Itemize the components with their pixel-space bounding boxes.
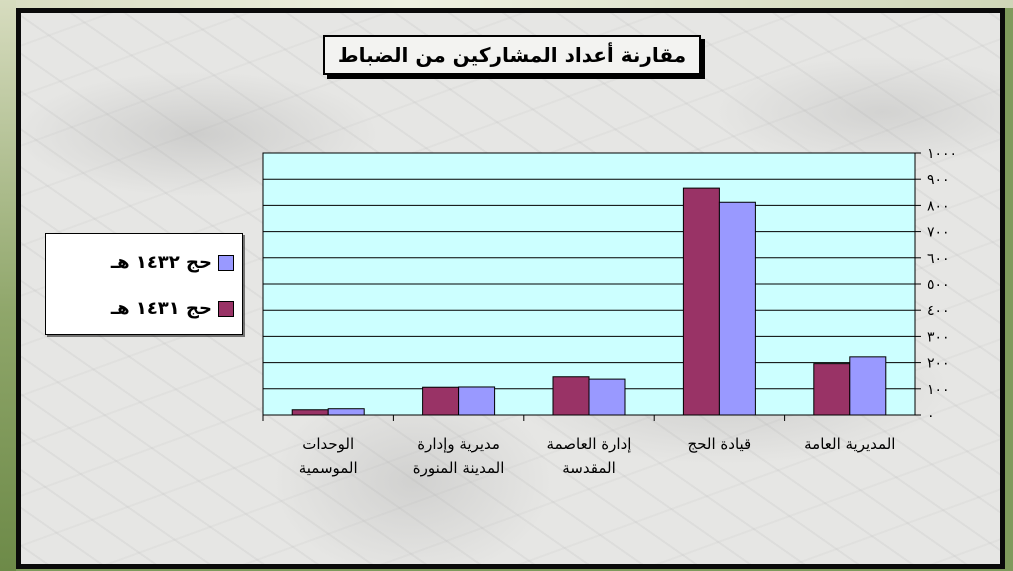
chart-title: مقارنة أعداد المشاركين من الضباط	[337, 43, 687, 67]
bar-1432	[327, 408, 365, 416]
bar-1432	[718, 201, 756, 416]
y-tick-label: ١٠٠	[927, 382, 950, 398]
category-label: الوحدات	[302, 435, 354, 453]
legend: حج ١٤٣٢ هـ حج ١٤٣١ هـ	[45, 233, 243, 335]
y-tick-label: ٥٠٠	[927, 277, 950, 293]
bar-1432	[849, 356, 887, 416]
slide-frame: ٠ ١٠٠ ٢٠٠ ٣٠٠ ٤٠٠ ٥٠٠ ٦٠٠ ٧٠٠ ٨٠٠ ٩٠٠ ١٠٠٠ المديرية…	[16, 8, 1005, 569]
category-label: الموسمية	[299, 459, 358, 477]
y-tick-label: ٢٠٠	[927, 356, 950, 372]
y-tick-label: ٩٠٠	[927, 172, 950, 188]
legend-item-1431: حج ١٤٣١ هـ	[111, 298, 234, 319]
category-label: المدينة المنورة	[413, 459, 505, 477]
legend-swatch-1431	[218, 300, 234, 317]
bar-1431	[682, 187, 720, 416]
category-label: المديرية العامة	[804, 435, 895, 453]
bar-chart: ٠ ١٠٠ ٢٠٠ ٣٠٠ ٤٠٠ ٥٠٠ ٦٠٠ ٧٠٠ ٨٠٠ ٩٠٠ ١٠٠٠ المديرية…	[262, 146, 957, 477]
y-tick-label: ٤٠٠	[927, 303, 950, 319]
bar-1432	[588, 378, 626, 416]
bar-1431	[813, 363, 851, 416]
category-label: قيادة الحج	[688, 435, 752, 453]
y-tick-label: ١٠٠٠	[927, 146, 957, 162]
y-tick-label: ٠	[927, 408, 935, 424]
legend-swatch-1432	[218, 254, 234, 271]
legend-item-1432: حج ١٤٣٢ هـ	[111, 252, 234, 273]
background-strip-top	[0, 0, 1013, 8]
legend-label-1432: حج ١٤٣٢ هـ	[110, 252, 212, 273]
category-label: المقدسة	[562, 459, 615, 477]
bar-1432	[458, 386, 496, 416]
bar-1431	[422, 386, 460, 416]
y-tick-label: ٧٠٠	[927, 225, 950, 241]
y-tick-label: ٨٠٠	[927, 198, 950, 214]
legend-label-1431: حج ١٤٣١ هـ	[110, 298, 212, 319]
bar-1431	[552, 376, 590, 416]
y-tick-label: ٦٠٠	[927, 251, 950, 267]
bar-1431	[291, 409, 329, 416]
background-strip-left	[0, 0, 16, 571]
chart-title-box: مقارنة أعداد المشاركين من الضباط	[323, 35, 701, 75]
category-label: إدارة العاصمة	[547, 435, 632, 453]
category-label: مديرية وإدارة	[417, 435, 500, 453]
y-tick-label: ٣٠٠	[927, 329, 950, 345]
